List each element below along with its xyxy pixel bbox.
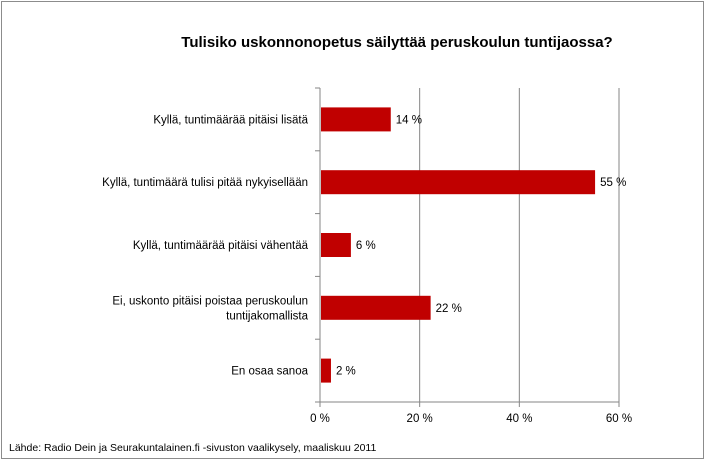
chart-title: Tulisiko uskonnonopetus säilyttää perusk…	[181, 34, 613, 51]
x-tick-label: 20 %	[407, 413, 433, 425]
data-label: 22 %	[436, 303, 462, 315]
category-label: Kyllä, tuntimäärää pitäisi vähentää	[133, 240, 309, 252]
bar	[321, 233, 351, 257]
bar	[321, 107, 391, 132]
bar	[321, 358, 331, 383]
x-tick-label: 60 %	[606, 413, 632, 425]
bar	[321, 170, 596, 195]
data-label: 55 %	[600, 177, 626, 189]
category-label: Ei, uskonto pitäisi poistaa peruskoulun	[112, 295, 308, 307]
category-label: Kyllä, tuntimäärää pitäisi lisätä	[153, 114, 308, 126]
category-label: Kyllä, tuntimäärä tulisi pitää nykyisell…	[102, 177, 308, 189]
data-label: 2 %	[336, 366, 356, 378]
source-note: Lähde: Radio Dein ja Seurakuntalainen.fi…	[9, 442, 377, 454]
category-label: En osaa sanoa	[231, 366, 308, 378]
x-tick-label: 40 %	[506, 413, 532, 425]
data-label: 6 %	[356, 240, 376, 252]
data-label: 14 %	[396, 114, 422, 126]
category-label: tuntijakomallista	[226, 310, 308, 322]
bar	[321, 295, 431, 320]
x-tick-label: 0 %	[310, 413, 330, 425]
